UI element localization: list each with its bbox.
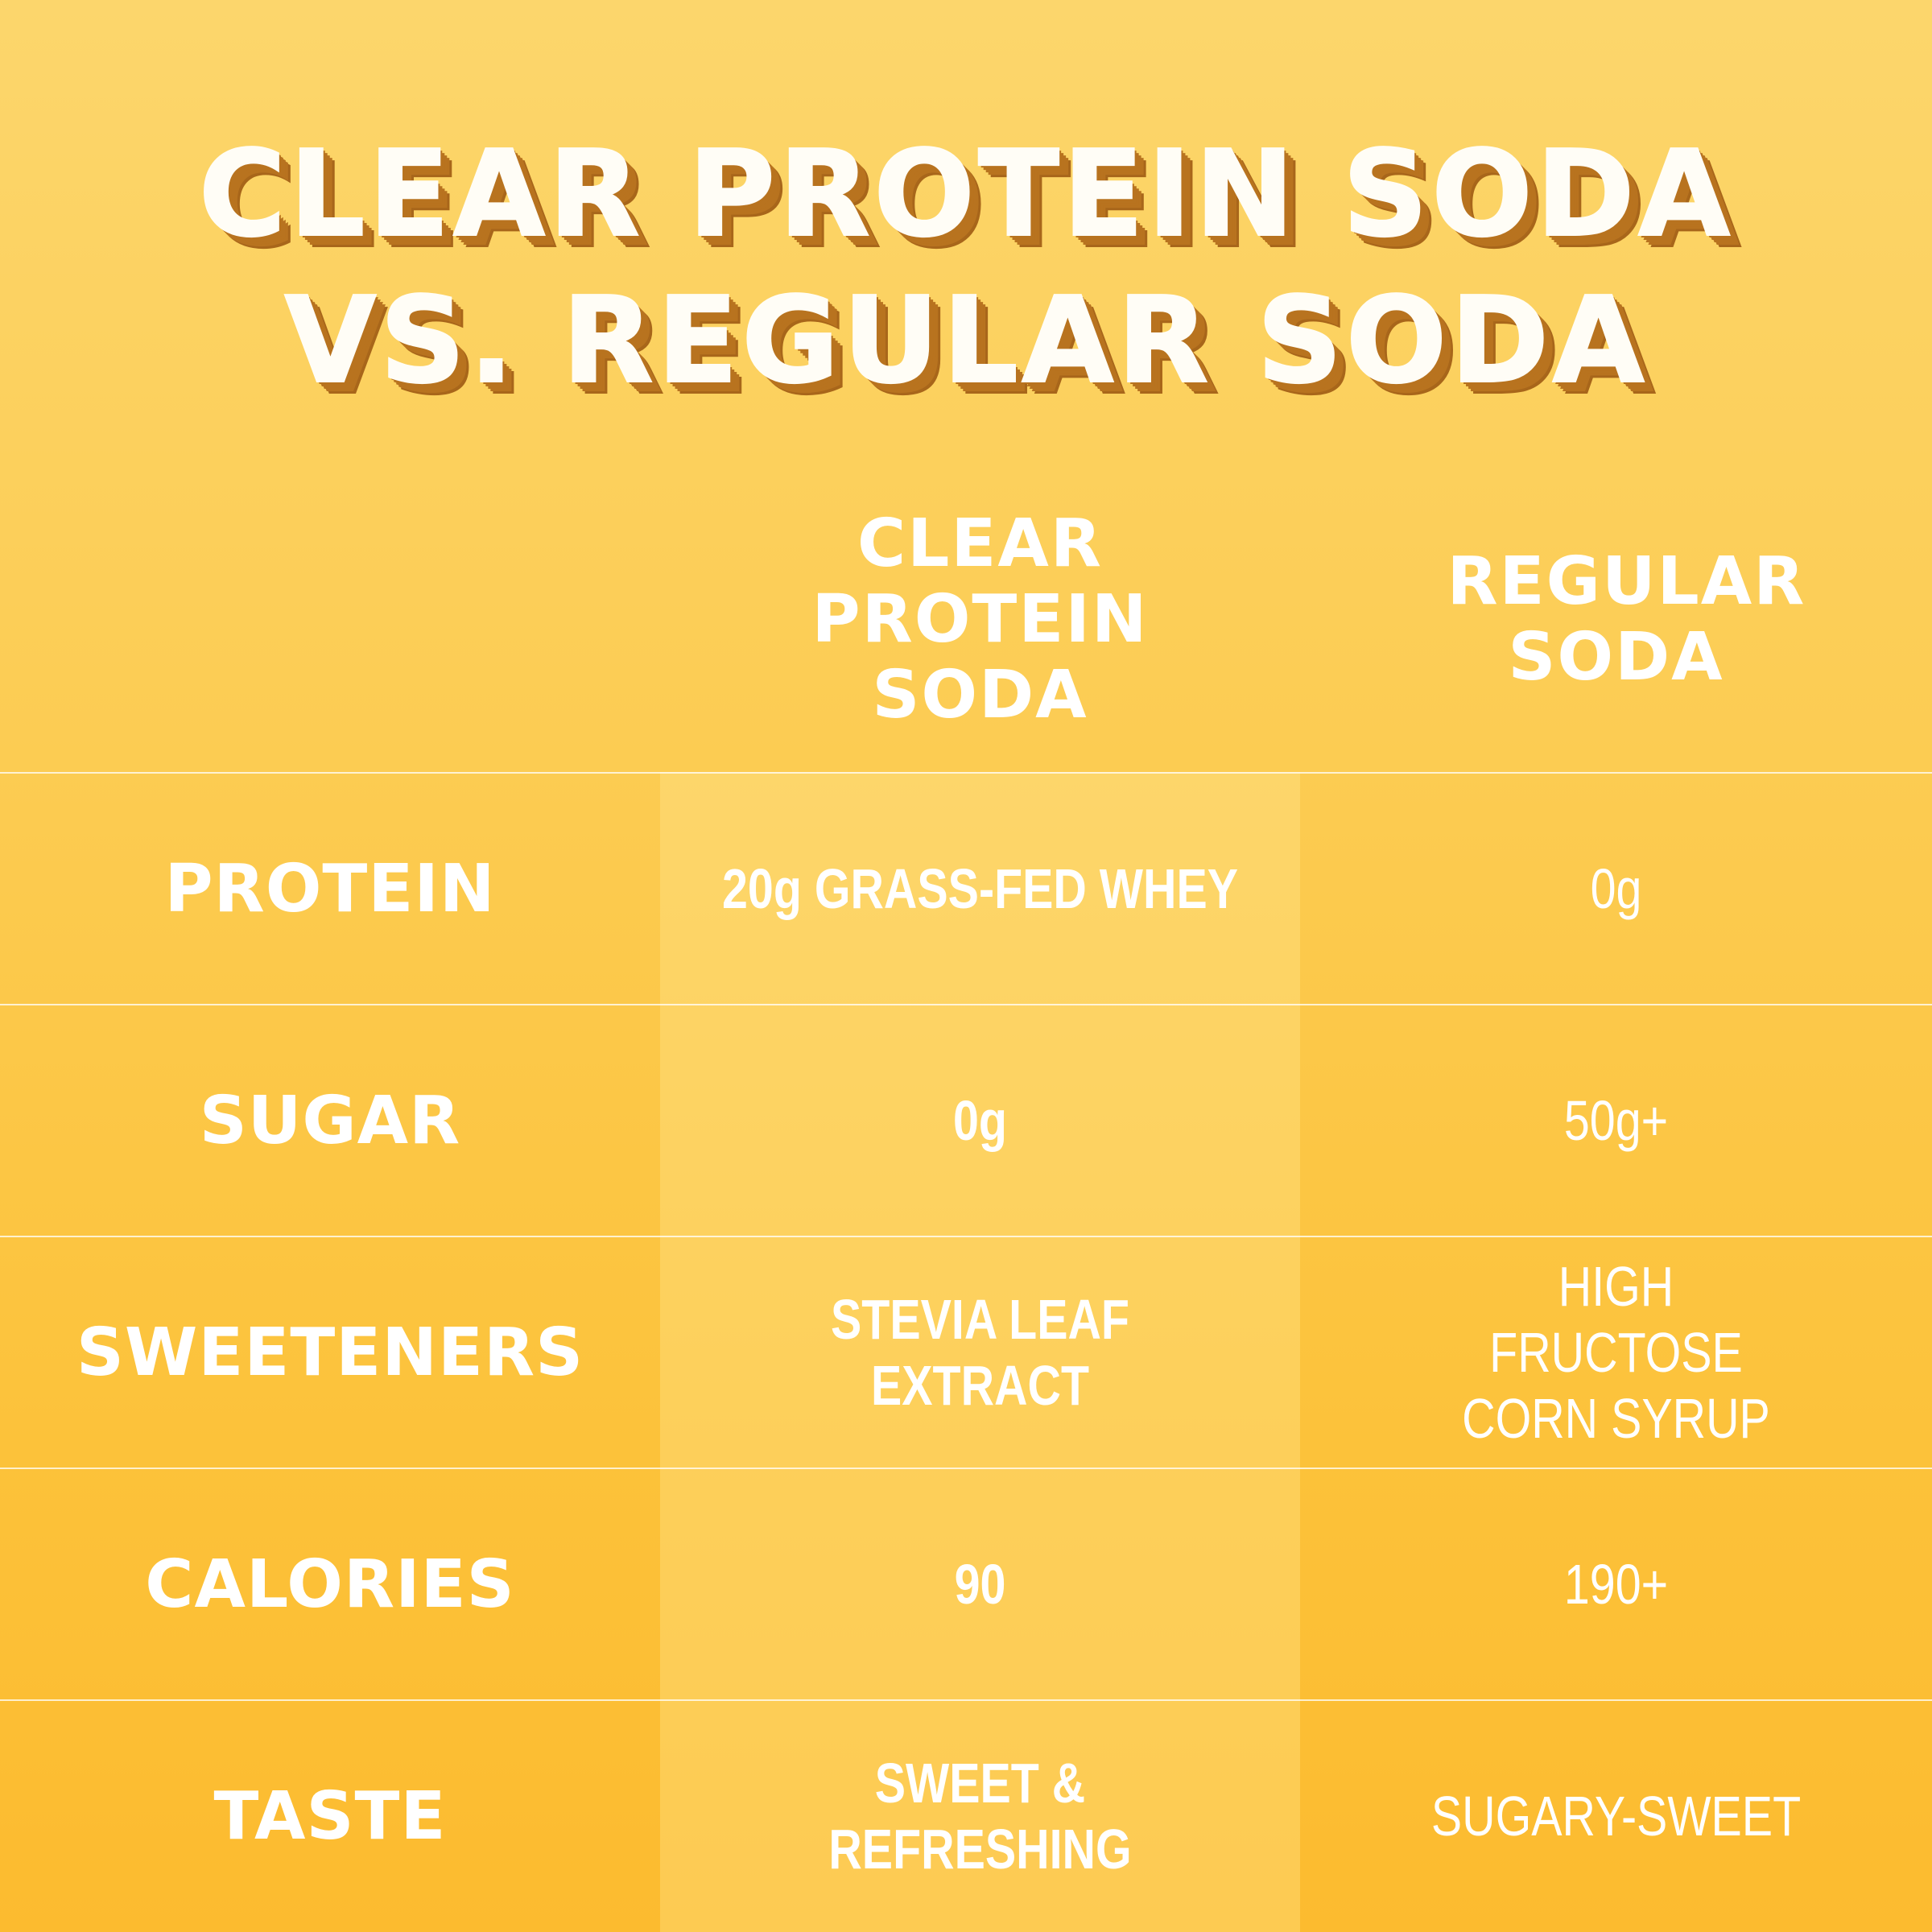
row-label: CALORIES (145, 1546, 515, 1623)
column-header-clear-protein-soda: CLEAR PROTEIN SODA (660, 506, 1300, 733)
row-label: SWEETENERS (76, 1314, 584, 1391)
table-row-protein: PROTEIN 20g GRASS-FED WHEY 0g (0, 772, 1932, 1004)
regular-soda-value-text: HIGH FRUCTOSE CORN SYRUP (1462, 1255, 1770, 1450)
regular-soda-value: 0g (1590, 857, 1642, 920)
row-label: TASTE (213, 1777, 447, 1855)
regular-soda-value: SUGARY-SWEET (1430, 1785, 1802, 1847)
clear-protein-soda-value: 0g (952, 1089, 1007, 1152)
clear-protein-soda-column-highlight (660, 772, 1300, 1932)
table-row-calories: CALORIES 90 190+ (0, 1468, 1932, 1699)
clear-protein-soda-value: 90 (954, 1553, 1006, 1616)
clear-protein-soda-value: 20g GRASS-FED WHEY (721, 857, 1239, 920)
page-title: CLEAR PROTEIN SODA VS. REGULAR SODA (0, 121, 1932, 414)
column-header-regular-soda: REGULAR SODA (1300, 539, 1932, 700)
regular-soda-value: 50g+ (1563, 1089, 1669, 1152)
regular-soda-value: HIGH FRUCTOSE CORN SYRUP (1357, 1237, 1876, 1468)
regular-soda-value: 190+ (1563, 1553, 1669, 1616)
table-row-sweeteners: SWEETENERS STEVIA LEAF EXTRACT HIGH FRUC… (0, 1236, 1932, 1468)
table-row-taste: TASTE SWEET & REFRESHING SUGARY-SWEET (0, 1699, 1932, 1931)
column-header-regular-soda-label: REGULAR SODA (1447, 543, 1806, 696)
clear-protein-soda-value: STEVIA LEAF EXTRACT (831, 1288, 1129, 1417)
clear-protein-soda-value: SWEET & REFRESHING (828, 1752, 1132, 1880)
table-row-sugar: SUGAR 0g 50g+ (0, 1004, 1932, 1236)
title-line-2: VS. REGULAR SODA (283, 270, 1648, 411)
row-label: SUGAR (199, 1082, 461, 1159)
column-header-clear-protein-soda-label: CLEAR PROTEIN SODA (811, 506, 1149, 733)
row-label: PROTEIN (164, 850, 496, 927)
title-line-1: CLEAR PROTEIN SODA (198, 124, 1734, 264)
